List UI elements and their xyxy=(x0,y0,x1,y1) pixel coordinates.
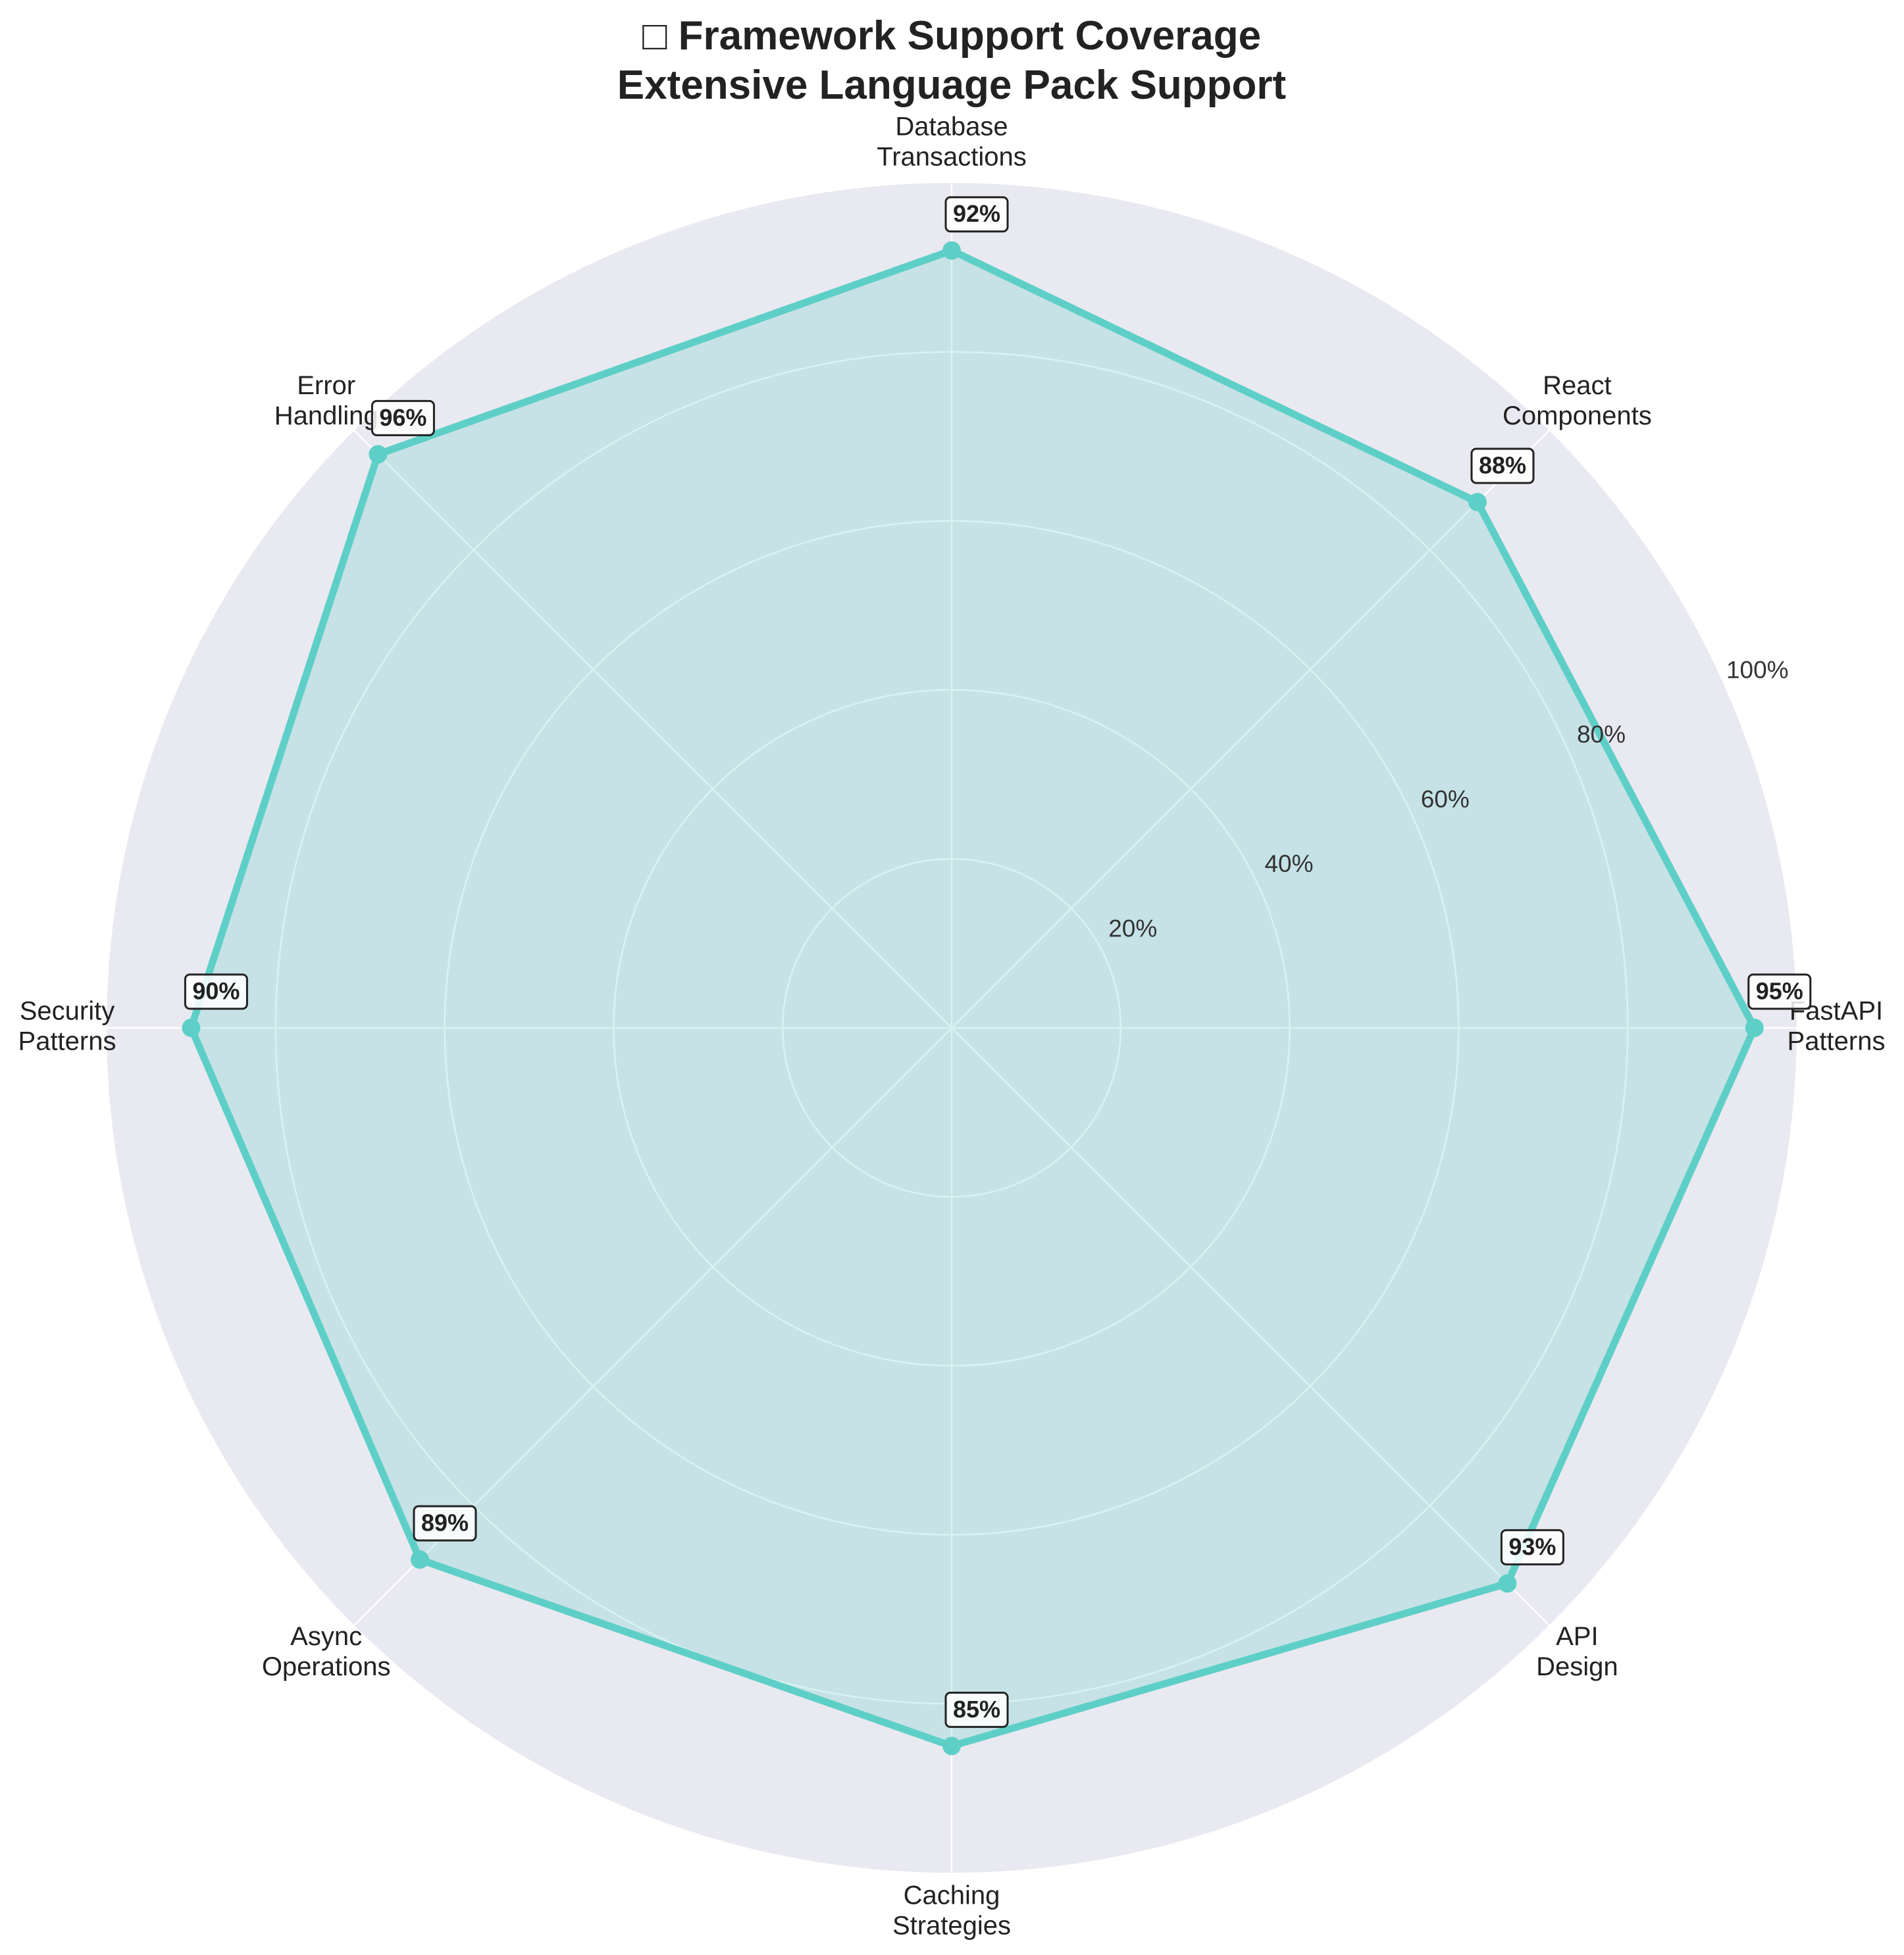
category-label-line: Async xyxy=(290,1622,362,1651)
data-point xyxy=(1468,493,1487,512)
value-label-box xyxy=(1470,447,1535,484)
grid-spoke xyxy=(951,1027,1550,1626)
value-label: 95% xyxy=(1747,973,1812,1010)
value-label-text: 96% xyxy=(379,404,426,431)
value-label: 88% xyxy=(1470,447,1535,484)
value-label-text: 95% xyxy=(1756,978,1803,1005)
value-labels: 95% 88% 92% 96% 90% 89% 85% 93% xyxy=(184,196,1812,1728)
value-label-box xyxy=(1500,1529,1564,1565)
value-label: 96% xyxy=(371,399,435,436)
grid-spoke xyxy=(951,430,1550,1028)
category-label-line: Security xyxy=(20,997,115,1026)
tick-label: 40% xyxy=(1264,850,1313,877)
category-label-line: Error xyxy=(297,371,355,400)
value-label-box xyxy=(184,973,248,1010)
category-label-line: Patterns xyxy=(1788,1027,1886,1056)
value-label-box xyxy=(413,1505,477,1542)
category-label-line: Database xyxy=(895,113,1008,141)
value-label-text: 85% xyxy=(953,1696,1000,1723)
data-point xyxy=(410,1550,429,1569)
series-layer xyxy=(182,241,1764,1756)
category-label-line: Caching xyxy=(904,1881,1000,1910)
category-label-line: Transactions xyxy=(877,143,1027,172)
value-label: 93% xyxy=(1500,1529,1564,1565)
value-label-box xyxy=(944,1691,1009,1728)
category-label-line: API xyxy=(1556,1622,1598,1651)
value-label-box xyxy=(1747,973,1812,1010)
chart-title-line-2: Extensive Language Pack Support xyxy=(617,63,1286,108)
category-label-line: Strategies xyxy=(892,1912,1011,1941)
tick-label: 20% xyxy=(1108,915,1157,942)
value-label-text: 89% xyxy=(421,1510,469,1536)
series-fill xyxy=(191,250,1755,1746)
value-label: 92% xyxy=(944,196,1009,233)
tick-label: 80% xyxy=(1577,721,1626,748)
chart-title-line-1: □ Framework Support Coverage xyxy=(642,13,1261,59)
value-label-text: 88% xyxy=(1479,452,1526,479)
category-label-line: Design xyxy=(1536,1652,1618,1681)
value-label-text: 93% xyxy=(1508,1533,1556,1560)
category-label-line: Operations xyxy=(262,1652,391,1681)
value-label: 90% xyxy=(184,973,248,1010)
value-label: 89% xyxy=(413,1505,477,1542)
tick-label: 100% xyxy=(1726,656,1789,683)
tick-labels: 20% 40% 60% 80% 100% xyxy=(1108,656,1788,942)
data-point xyxy=(942,241,961,260)
data-point xyxy=(182,1019,201,1037)
data-point xyxy=(369,445,388,464)
value-label-text: 92% xyxy=(953,200,1000,227)
category-label-line: Components xyxy=(1503,401,1652,430)
value-label-box xyxy=(944,196,1009,233)
category-label-line: Handling xyxy=(274,401,378,430)
value-label-text: 90% xyxy=(192,978,240,1005)
grid-spoke xyxy=(353,430,952,1028)
data-point xyxy=(942,1737,961,1756)
category-label-line: React xyxy=(1543,371,1612,400)
data-point xyxy=(1745,1019,1764,1037)
data-point xyxy=(1498,1574,1517,1593)
tick-label: 60% xyxy=(1421,786,1470,813)
value-label: 85% xyxy=(944,1691,1009,1728)
category-label-line: Patterns xyxy=(18,1027,116,1056)
value-label-box xyxy=(371,399,435,436)
